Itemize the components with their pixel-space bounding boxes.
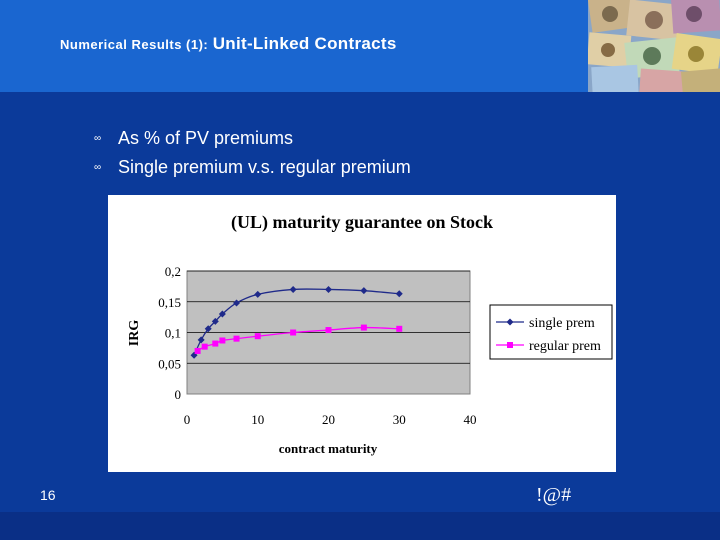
- y-axis-label: IRG: [127, 320, 142, 347]
- title-main: Unit-Linked Contracts: [212, 34, 397, 53]
- data-point: [233, 299, 241, 307]
- data-point: [395, 290, 403, 298]
- y-tick-label: 0: [175, 387, 182, 402]
- bullet-icon: ∞: [94, 133, 102, 144]
- chart-container: (UL) maturity guarantee on Stock 0 0,05 0,…: [108, 195, 616, 472]
- data-point: [201, 343, 208, 350]
- bullet-list: ∞ As % of PV premiums ∞ Single premium v…: [94, 124, 411, 182]
- page-number: 16: [40, 487, 56, 503]
- data-point: [325, 327, 332, 334]
- x-tick-label: 10: [251, 412, 264, 427]
- axes: 0 0,05 0,1 0,15 0,2 0 10 20 30 40: [158, 264, 476, 427]
- x-tick-label: 20: [322, 412, 335, 427]
- legend-label: regular prem: [529, 339, 601, 354]
- data-point: [289, 285, 297, 293]
- banknotes-photo: [588, 0, 720, 92]
- line-chart: (UL) maturity guarantee on Stock 0 0,05 0,…: [127, 212, 613, 456]
- y-tick-label: 0,2: [165, 264, 181, 279]
- title-prefix: Numerical Results (1):: [60, 37, 209, 52]
- data-point: [211, 317, 219, 325]
- series-layer: [190, 285, 403, 359]
- legend-marker: [507, 342, 513, 348]
- data-point: [325, 285, 332, 293]
- data-point: [360, 287, 368, 295]
- bullet-icon: ∞: [94, 162, 102, 173]
- data-point: [219, 337, 226, 344]
- data-point: [197, 336, 205, 344]
- header-bar: Numerical Results (1): Unit-Linked Contr…: [0, 0, 720, 92]
- list-item: ∞ Single premium v.s. regular premium: [94, 153, 411, 182]
- list-item: ∞ As % of PV premiums: [94, 124, 411, 153]
- legend-label: single prem: [529, 316, 595, 331]
- x-tick-label: 30: [393, 412, 406, 427]
- data-point: [290, 329, 297, 336]
- legend-marker: [506, 318, 514, 326]
- legend-box: [489, 304, 613, 360]
- y-tick-label: 0,1: [165, 326, 181, 341]
- data-point: [254, 290, 262, 298]
- bullet-text: Single premium v.s. regular premium: [118, 157, 411, 177]
- series-line-2: [197, 326, 400, 352]
- data-point: [212, 340, 219, 347]
- data-point: [396, 325, 403, 332]
- data-point: [204, 325, 212, 333]
- y-tick-label: 0,05: [158, 356, 181, 371]
- slide-title: Numerical Results (1): Unit-Linked Contr…: [60, 34, 397, 54]
- x-axis-label: contract maturity: [279, 441, 378, 456]
- x-tick-label: 40: [464, 412, 477, 427]
- data-point: [218, 310, 226, 318]
- data-point: [360, 324, 367, 331]
- footer-logo: !@#: [536, 484, 572, 506]
- data-point: [254, 333, 261, 340]
- data-point: [233, 335, 240, 342]
- bullet-text: As % of PV premiums: [118, 128, 294, 148]
- footer-band: [0, 512, 720, 540]
- data-point: [194, 347, 201, 354]
- y-tick-label: 0,15: [158, 295, 181, 310]
- legend: single prem regular prem: [489, 304, 613, 360]
- x-tick-label: 0: [184, 412, 191, 427]
- chart-title: (UL) maturity guarantee on Stock: [231, 212, 493, 233]
